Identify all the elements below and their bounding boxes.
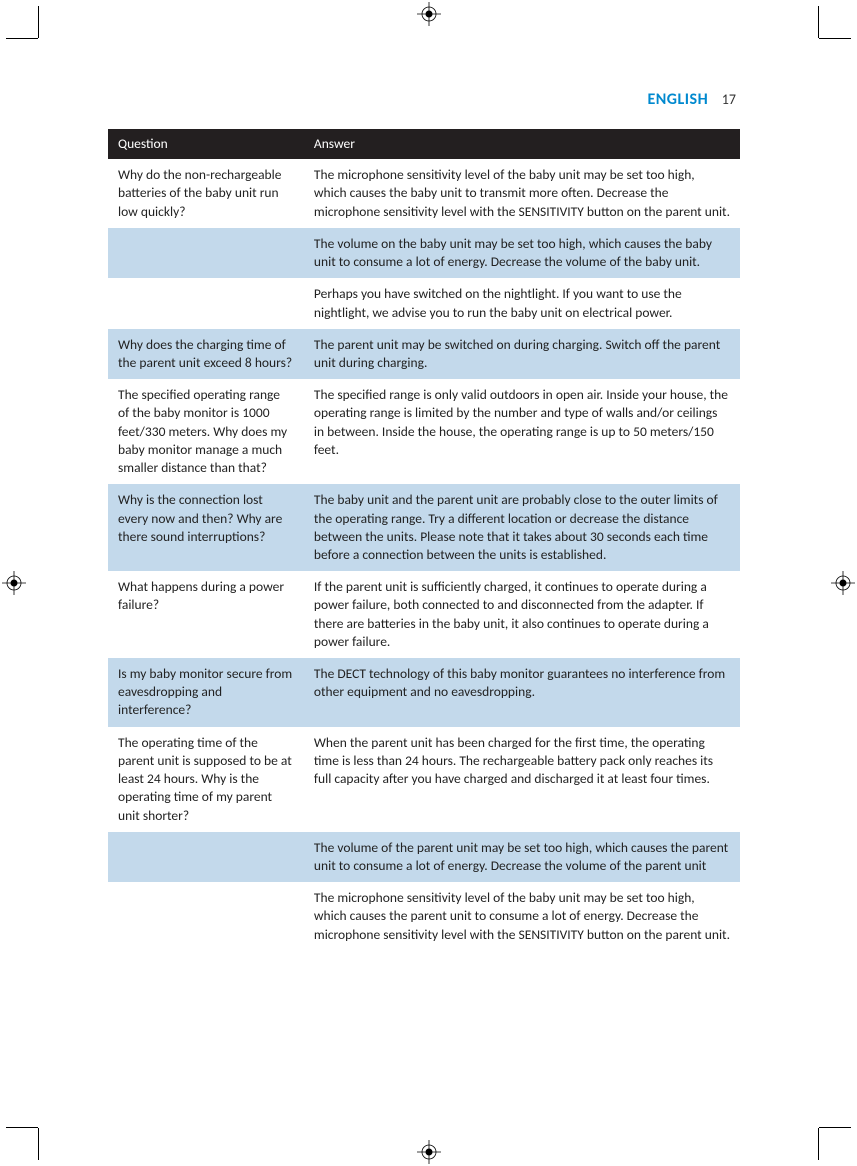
page-header: ENGLISH 17 (108, 90, 740, 109)
col-answer: Answer (304, 129, 740, 159)
crop-mark (38, 1128, 39, 1160)
registration-mark-icon (417, 1140, 441, 1164)
language-label: ENGLISH (647, 90, 708, 109)
table-header-row: Question Answer (108, 129, 740, 159)
crop-mark (818, 6, 819, 38)
question-cell (108, 228, 304, 278)
crop-mark (819, 1127, 851, 1128)
answer-cell: The volume of the parent unit may be set… (304, 832, 740, 882)
answer-cell: The parent unit may be switched on durin… (304, 329, 740, 379)
table-row: The operating time of the parent unit is… (108, 727, 740, 832)
faq-table: Question Answer Why do the non-rechargea… (108, 129, 740, 951)
table-row: The volume of the parent unit may be set… (108, 832, 740, 882)
crop-mark (6, 38, 38, 39)
answer-cell: The specified range is only valid outdoo… (304, 379, 740, 484)
registration-mark-icon (2, 571, 26, 595)
registration-mark-icon (417, 2, 441, 26)
table-row: What happens during a power failure?If t… (108, 571, 740, 658)
table-row: Perhaps you have switched on the nightli… (108, 278, 740, 328)
table-row: Why do the non-rechargeable batteries of… (108, 159, 740, 228)
question-cell (108, 278, 304, 328)
answer-cell: The microphone sensitivity level of the … (304, 882, 740, 951)
table-row: The microphone sensitivity level of the … (108, 882, 740, 951)
page-number: 17 (722, 91, 736, 108)
col-question: Question (108, 129, 304, 159)
table-row: Why is the connection lost every now and… (108, 484, 740, 571)
question-cell (108, 882, 304, 951)
question-cell: Why is the connection lost every now and… (108, 484, 304, 571)
answer-cell: Perhaps you have switched on the nightli… (304, 278, 740, 328)
question-cell: Why do the non-rechargeable batteries of… (108, 159, 304, 228)
question-cell (108, 832, 304, 882)
table-row: The specified operating range of the bab… (108, 379, 740, 484)
table-row: Is my baby monitor secure from eavesdrop… (108, 658, 740, 727)
crop-mark (38, 6, 39, 38)
answer-cell: The microphone sensitivity level of the … (304, 159, 740, 228)
crop-mark (818, 1128, 819, 1160)
answer-cell: When the parent unit has been charged fo… (304, 727, 740, 832)
page-content: ENGLISH 17 Question Answer Why do the no… (108, 90, 740, 951)
answer-cell: The baby unit and the parent unit are pr… (304, 484, 740, 571)
question-cell: The operating time of the parent unit is… (108, 727, 304, 832)
question-cell: The specified operating range of the bab… (108, 379, 304, 484)
table-row: The volume on the baby unit may be set t… (108, 228, 740, 278)
question-cell: Is my baby monitor secure from eavesdrop… (108, 658, 304, 727)
crop-mark (819, 38, 851, 39)
answer-cell: The volume on the baby unit may be set t… (304, 228, 740, 278)
question-cell: What happens during a power failure? (108, 571, 304, 658)
table-row: Why does the charging time of the parent… (108, 329, 740, 379)
question-cell: Why does the charging time of the parent… (108, 329, 304, 379)
crop-mark (6, 1127, 38, 1128)
answer-cell: If the parent unit is sufficiently charg… (304, 571, 740, 658)
answer-cell: The DECT technology of this baby monitor… (304, 658, 740, 727)
registration-mark-icon (831, 571, 855, 595)
